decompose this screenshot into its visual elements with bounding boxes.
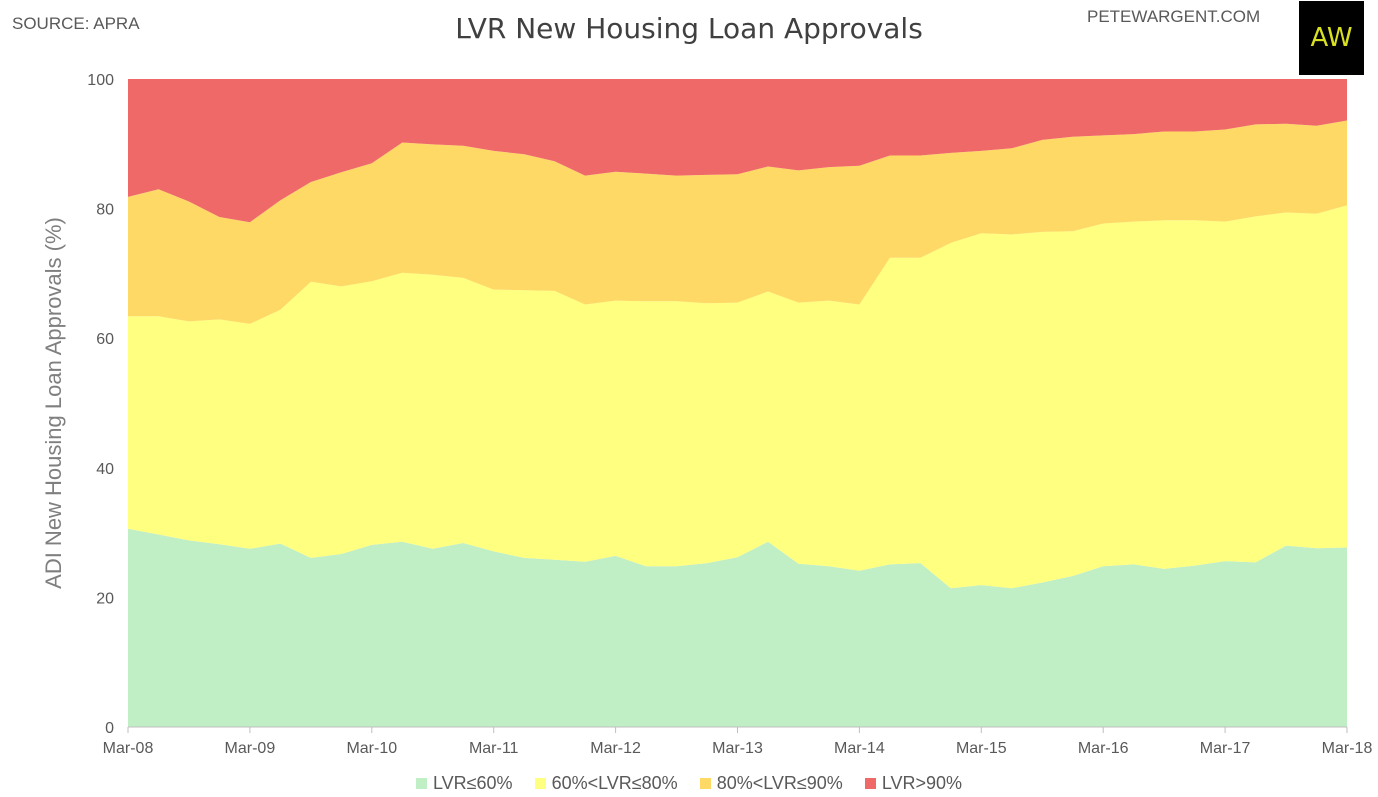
- site-label: PETEWARGENT.COM: [1087, 7, 1261, 26]
- area-series-4: [128, 79, 1347, 223]
- y-tick-label: 80: [96, 202, 114, 219]
- x-tick-label: Mar-18: [1322, 740, 1373, 757]
- legend-swatch: [699, 778, 711, 789]
- area-series-2: [128, 205, 1347, 589]
- legend-label: LVR≤60%: [432, 773, 513, 793]
- legend-item-3: 80%<LVR≤90%: [699, 773, 843, 794]
- y-tick-label: 40: [96, 461, 114, 478]
- x-tick-label: Mar-13: [712, 740, 763, 757]
- x-tick-label: Mar-09: [225, 740, 276, 757]
- aw-logo: AW: [1299, 1, 1364, 75]
- legend-label: 60%<LVR≤80%: [551, 773, 678, 793]
- y-tick-label: 60: [96, 331, 114, 348]
- x-tick-label: Mar-16: [1078, 740, 1129, 757]
- x-tick-label: Mar-12: [590, 740, 641, 757]
- legend-label: 80%<LVR≤90%: [716, 773, 843, 793]
- y-tick-label: 20: [96, 590, 114, 607]
- legend-swatch: [864, 778, 876, 789]
- legend-item-1: LVR≤60%: [415, 773, 513, 794]
- x-tick-label: Mar-10: [346, 740, 397, 757]
- legend: LVR≤60% 60%<LVR≤80% 80%<LVR≤90% LVR>90%: [0, 773, 1378, 794]
- legend-swatch: [415, 778, 427, 789]
- legend-label: LVR>90%: [881, 773, 963, 793]
- y-axis-label: ADI New Housing Loan Approvals (%): [41, 217, 66, 589]
- source-label: SOURCE: APRA: [12, 14, 140, 33]
- x-tick-label: Mar-08: [103, 740, 154, 757]
- y-tick-label: 0: [105, 720, 114, 737]
- x-tick-label: Mar-17: [1200, 740, 1251, 757]
- y-axis-ticks: 0 20 40 60 80 100: [87, 72, 114, 737]
- series-areas: [128, 79, 1347, 727]
- legend-item-2: 60%<LVR≤80%: [534, 773, 678, 794]
- area-series-1: [128, 528, 1347, 727]
- x-tick-label: Mar-14: [834, 740, 885, 757]
- y-tick-label: 100: [87, 72, 114, 89]
- area-series-3: [128, 120, 1347, 324]
- chart-title: LVR New Housing Loan Approvals: [455, 12, 923, 45]
- x-axis-ticks: Mar-08 Mar-09 Mar-10 Mar-11 Mar-12 Mar-13 Mar-…: [103, 727, 1373, 757]
- x-tick-label: Mar-15: [956, 740, 1007, 757]
- legend-item-4: LVR>90%: [864, 773, 963, 794]
- legend-swatch: [534, 778, 546, 789]
- x-tick-label: Mar-11: [469, 740, 519, 757]
